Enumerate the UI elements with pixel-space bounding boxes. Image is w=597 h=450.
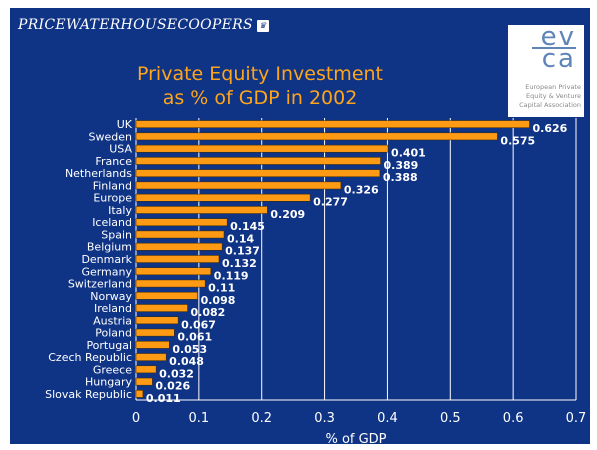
bar [135,120,530,128]
evca-logo-letters-top: ev [540,25,576,52]
category-label: Greece [93,363,132,376]
x-axis-label: % of GDP [325,432,386,444]
pwc-logo-text: PRICEWATERHOUSECOOPERS [18,17,253,33]
data-label: 0.137 [225,245,260,258]
category-label: Netherlands [65,167,132,180]
category-label: Portugal [86,339,132,352]
category-label: Poland [95,327,132,340]
data-label: 0.14 [227,232,254,245]
evca-logo: ev ca European Private Equity & Venture … [508,25,584,117]
bar [135,316,179,325]
category-label: Germany [81,265,132,278]
x-tick-label: 0 [132,411,140,426]
x-tick-label: 0.3 [314,411,335,426]
pwc-emblem-icon: ♛ [256,20,269,32]
x-tick-label: 0.6 [503,411,524,426]
data-label: 0.132 [222,257,257,270]
x-tick-label: 0.1 [189,411,210,426]
chart-title-line-2: as % of GDP in 2002 [162,87,358,109]
bar [135,242,223,251]
category-label: Ireland [94,302,132,315]
slide: PRICEWATERHOUSECOOPERS ♛ ev ca European P… [10,8,590,444]
evca-logo-letters: ev ca [508,25,584,72]
data-label: 0.388 [383,171,418,184]
data-label: 0.011 [146,392,181,405]
category-label: Switzerland [68,278,132,291]
data-label: 0.048 [169,355,204,368]
data-label: 0.145 [230,220,265,233]
bar [135,365,157,374]
x-tick-label: 0.7 [566,411,587,426]
data-label: 0.389 [384,159,419,172]
bar [135,390,144,398]
bar [135,304,188,312]
bar [135,193,311,202]
category-label: UK [117,118,133,131]
data-label: 0.401 [391,147,426,160]
bar [135,218,228,227]
data-label: 0.575 [500,134,535,147]
bar [135,291,198,300]
bar [135,132,498,141]
bar [135,279,206,288]
data-label: 0.061 [177,331,212,344]
data-label: 0.277 [313,196,348,209]
category-label: France [95,155,132,168]
data-label: 0.053 [172,343,207,356]
data-label: 0.098 [201,294,236,307]
evca-logo-caption: European Private Equity & Venture Capita… [519,83,581,109]
bar [135,267,212,276]
data-label: 0.067 [181,318,216,331]
evca-logo-letters-bottom: ca [532,46,576,72]
category-label: Austria [93,314,132,327]
category-label: Belgium [87,241,132,254]
bar [135,255,220,263]
x-tick-label: 0.2 [251,411,272,426]
bar [135,377,153,386]
category-label: Spain [101,228,132,241]
data-label: 0.209 [270,208,305,221]
category-label: Denmark [81,253,132,266]
chart-title-line-1: Private Equity Investment [136,63,384,85]
bar [135,341,170,349]
category-label: Italy [108,204,132,217]
x-tick-label: 0.4 [377,411,398,426]
bar [135,144,389,153]
bar [135,169,381,177]
data-label: 0.082 [191,306,226,319]
x-tick-label: 0.5 [440,411,461,426]
bar [135,157,381,165]
category-label: Europe [93,192,132,205]
category-label: Finland [93,179,132,192]
bar [135,206,268,214]
bar-chart: UK 0.626 Sweden 0.575 USA 0.401 France 0.389 Net… [45,118,587,444]
category-label: USA [109,143,132,156]
data-label: 0.326 [344,183,379,196]
bar [135,230,225,239]
category-label: Iceland [92,216,132,229]
data-label: 0.032 [159,367,194,380]
chart-title: Private Equity Investment as % of GDP in… [110,62,410,110]
category-label: Czech Republic [48,351,132,364]
pwc-logo: PRICEWATERHOUSECOOPERS ♛ [18,17,269,33]
bar [135,181,342,190]
category-label: Norway [90,290,132,303]
data-label: 0.026 [155,380,190,393]
data-label: 0.119 [214,269,249,282]
bar [135,328,175,337]
category-label: Hungary [85,376,132,389]
data-label: 0.626 [532,122,567,135]
category-label: Slovak Republic [45,388,132,401]
category-label: Sweden [89,130,132,143]
data-label: 0.11 [208,282,235,295]
bar [135,353,167,361]
